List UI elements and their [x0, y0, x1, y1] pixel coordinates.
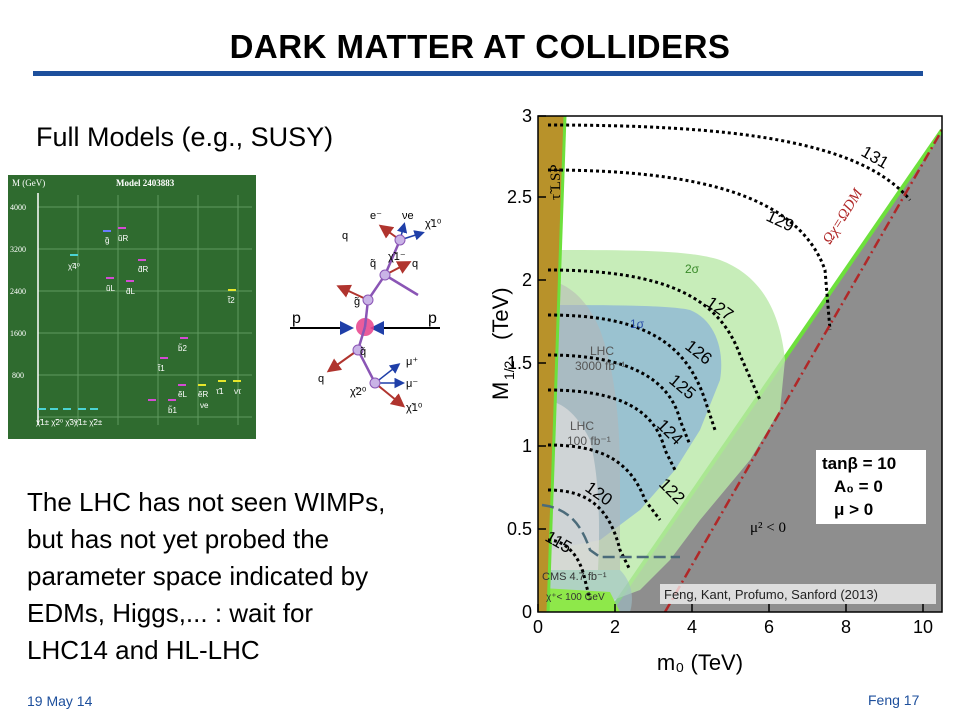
feynman-label: q [342, 230, 348, 242]
x-tick-label: 2 [610, 617, 620, 637]
feynman-label: q [412, 258, 418, 270]
spectrum-background [8, 175, 256, 439]
label-lhc-3000: LHC [590, 344, 614, 358]
spectrum-particle: ẽR [198, 390, 208, 399]
spectrum-particle: ũL [106, 284, 115, 293]
y-tick-label: 2 [522, 270, 532, 290]
x-axis-label: m₀ (TeV) [657, 650, 743, 675]
feynman-label: χ̃1⁰ [425, 218, 442, 230]
x-tick-label: 0 [533, 617, 543, 637]
body-line: LHC14 and HL-LHC [27, 635, 260, 665]
y-tick-label: 3 [522, 106, 532, 126]
spectrum-axis-label: M (GeV) [12, 178, 45, 188]
spectrum-particle: ẽL [178, 390, 187, 399]
feynman-label-p: p [292, 310, 301, 327]
label-2sigma: 2σ [685, 262, 700, 276]
feynman-label: q [318, 373, 324, 385]
y-tick-label: 0 [522, 602, 532, 622]
label-cms: CMS 4.7 fb⁻¹ [542, 571, 607, 583]
feynman-label-p: p [428, 310, 437, 327]
slide-body-text: The LHC has not seen WIMPs, but has not … [27, 484, 482, 669]
susy-spectrum-figure: M (GeV) Model 2403883 4000 3200 2400 160… [8, 175, 256, 439]
spectrum-particle: ντ [234, 387, 242, 396]
y-axis-label-unit: (TeV) [488, 287, 513, 340]
body-line: EDMs, Higgs,... : wait for [27, 598, 314, 628]
slide-subtitle: Full Models (e.g., SUSY) [36, 122, 334, 152]
body-line: The LHC has not seen WIMPs, [27, 487, 386, 517]
label-mu2: μ² < 0 [750, 520, 786, 536]
feynman-label: g̃ [354, 296, 360, 308]
region-chargino [542, 588, 620, 612]
spectrum-particle: t̃2 [227, 296, 235, 305]
spectrum-tick: 4000 [10, 203, 26, 212]
legend-entry: μ > 0 [834, 500, 873, 519]
label-lhc-3000: 3000 fb⁻¹ [575, 359, 625, 373]
plot-frame [537, 115, 943, 613]
plot-credit: Feng, Kant, Profumo, Sanford (2013) [664, 587, 878, 602]
label-1sigma: 1σ [630, 317, 645, 331]
spectrum-particle: d̃R [138, 265, 149, 274]
slide-title: DARK MATTER AT COLLIDERS [229, 28, 731, 65]
y-tick-label: 0.5 [507, 519, 532, 539]
body-line: parameter space indicated by [27, 561, 369, 591]
feynman-label: χ̃1⁰ [406, 402, 423, 414]
body-line: but has not yet probed the [27, 524, 330, 554]
legend-box [816, 450, 926, 524]
relic-density-line [663, 129, 942, 612]
footer-date: 19 May 14 [27, 693, 93, 709]
label-chargino: χ⁺< 100 GeV [546, 592, 605, 603]
region-lhc-100 [542, 400, 600, 570]
y-tick-label: 1 [522, 436, 532, 456]
spectrum-particle: b̃1 [168, 406, 177, 415]
feynman-label: μ⁺ [406, 356, 418, 368]
spectrum-particle: τ̃1 [216, 387, 224, 396]
feynman-label: q̃ [370, 258, 376, 270]
spectrum-tick: 2400 [10, 287, 26, 296]
spectrum-tick: 1600 [10, 329, 26, 338]
feynman-label: μ⁻ [406, 378, 418, 390]
spectrum-bottom-label: χ̃1± χ̃2± [74, 418, 103, 427]
feynman-label: q̃ [360, 346, 366, 358]
title-underline [33, 71, 923, 76]
spectrum-particle: νe [200, 401, 209, 410]
label-lhc-100: 100 fb⁻¹ [567, 434, 611, 448]
y-tick-label: 1.5 [507, 353, 532, 373]
spectrum-model-label: Model 2403883 [116, 178, 175, 188]
spectrum-particle: ũR [118, 234, 128, 243]
label-lhc-100: LHC [570, 419, 594, 433]
x-tick-label: 8 [841, 617, 851, 637]
spectrum-tick: 3200 [10, 245, 26, 254]
spectrum-particle: t̃1 [157, 364, 165, 373]
spectrum-tick: 800 [12, 371, 24, 380]
x-tick-label: 10 [913, 617, 933, 637]
footer-page-number: Feng 17 [868, 692, 920, 708]
y-axis-label: M [488, 382, 513, 400]
stau-lsp-label: τ̃ LSP [548, 164, 564, 200]
y-tick-label: 2.5 [507, 187, 532, 207]
feynman-label: χ̃1⁻ [388, 251, 406, 263]
legend-entry: A₀ = 0 [834, 477, 883, 496]
feynman-diagram: p p e⁻ νe χ̃1⁰ q [290, 205, 470, 425]
feynman-label: χ̃2⁰ [350, 386, 367, 398]
spectrum-particle: g̃ [105, 236, 110, 245]
x-tick-label: 6 [764, 617, 774, 637]
spectrum-particle: d̃L [126, 287, 136, 296]
feynman-label: νe [402, 210, 414, 222]
stau-lsp-region [538, 116, 565, 612]
spectrum-bottom-label: χ̃1± χ̃2⁰ χ̃3⁰ [36, 418, 77, 427]
feynman-label: e⁻ [370, 210, 382, 222]
higgs-mass-contours [547, 123, 912, 601]
parameter-space-plot: 0 2 4 6 8 10 0 0.5 1 1.5 2 2.5 3 m₀ (TeV… [480, 100, 950, 685]
x-tick-label: 4 [687, 617, 697, 637]
spectrum-particle: b̃2 [178, 344, 187, 353]
y-axis-label-sub: 1/2 [501, 360, 517, 380]
cms-limit [541, 503, 680, 559]
legend-entry: tanβ = 10 [822, 454, 896, 473]
spectrum-particle: χ̃4⁰ [68, 262, 80, 271]
